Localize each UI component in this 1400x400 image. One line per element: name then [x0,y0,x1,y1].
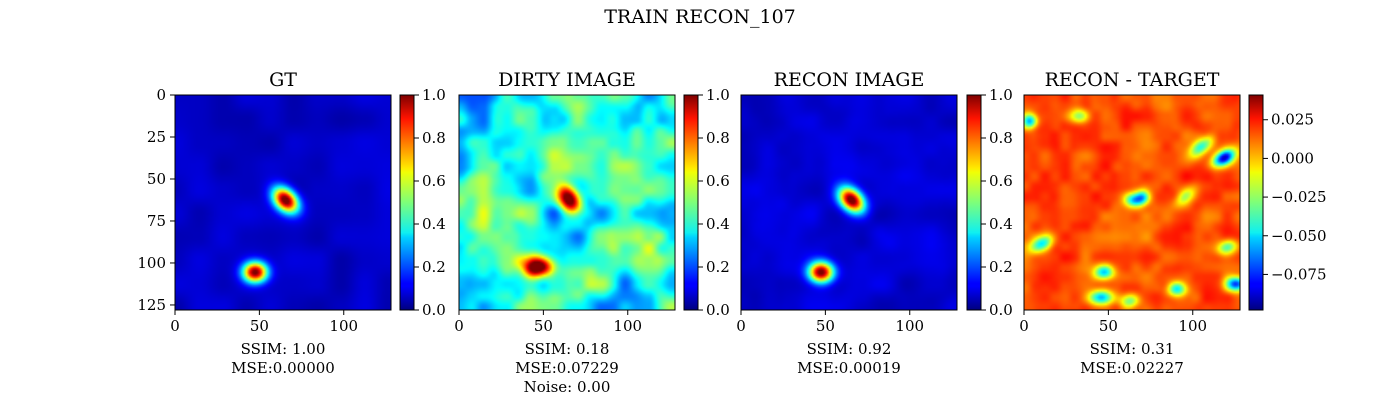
colorbar-tick-label: 0.8 [706,129,730,147]
y-tick-label: 25 [147,128,166,146]
stats-line: SSIM: 0.31 [1089,340,1175,358]
panel-stats: SSIM: 1.00 MSE:0.00000 [163,340,403,378]
x-tick-label: 0 [170,317,180,335]
colorbar-tick-label: −0.050 [1271,227,1327,245]
x-tick-label: 0 [736,317,746,335]
heatmap-image [459,95,675,310]
stats-line: MSE:0.02227 [1080,359,1184,377]
x-tick-label: 50 [250,317,269,335]
y-tick-label: 0 [156,86,166,104]
panel-title: DIRTY IMAGE [498,69,636,91]
colorbar-tick-label: 0.4 [706,215,730,233]
colorbar-tick-label: 0.025 [1271,111,1314,129]
stats-line: MSE:0.00019 [797,359,901,377]
stats-line: SSIM: 0.18 [524,340,610,358]
panel-title: RECON IMAGE [774,69,925,91]
y-tick-label: 125 [137,296,166,314]
y-tick-label: 50 [147,170,166,188]
colorbar-tick-label: 0.0 [989,301,1013,319]
x-tick-label: 0 [1019,317,1029,335]
panel-3: RECON IMAGE 0 50 100 0.0 0.2 0.4 0.6 0.8 1.0 [736,69,1013,335]
panel-2: DIRTY IMAGE 0 50 100 0.0 0.2 0.4 0.6 0.8 1.0 [454,69,730,335]
colorbar-tick-label: 1.0 [422,86,446,104]
panel-1: GT 0 50 100 0 25 50 75 100 125 0.0 0.2 0.4 0.6 0.8 1.0 [137,69,446,335]
stats-line: MSE:0.07229 [515,359,619,377]
colorbar-tick-label: 0.0 [706,301,730,319]
colorbar-tick-label: 0.8 [989,129,1013,147]
colorbar-tick-label: 0.8 [422,129,446,147]
x-tick-label: 100 [895,317,924,335]
colorbar [399,94,415,311]
colorbar-tick-label: 0.000 [1271,149,1314,167]
x-tick-label: 0 [454,317,464,335]
x-tick-label: 100 [613,317,642,335]
colorbar-tick-label: 0.2 [422,258,446,276]
stats-line: MSE:0.00000 [231,359,335,377]
colorbar-tick-label: −0.025 [1271,188,1327,206]
colorbar [1248,94,1264,311]
y-tick-label: 75 [147,212,166,230]
panel-title: GT [269,69,297,91]
panel-stats: SSIM: 0.18 MSE:0.07229 Noise: 0.00 [447,340,687,397]
y-tick-label: 100 [137,254,166,272]
colorbar-tick-label: −0.075 [1271,265,1327,283]
colorbar-tick-label: 0.4 [989,215,1013,233]
panel-title: RECON - TARGET [1045,69,1220,91]
axes-frame [174,94,392,311]
heatmap-image [175,95,391,310]
colorbar [683,94,699,311]
figure-suptitle: TRAIN RECON_107 [604,6,796,28]
colorbar-tick-label: 0.0 [422,301,446,319]
x-tick-label: 50 [534,317,553,335]
stats-line: SSIM: 1.00 [240,340,326,358]
stats-line: SSIM: 0.92 [806,340,892,358]
x-tick-label: 100 [1178,317,1207,335]
axes-frame [458,94,676,311]
colorbar-tick-label: 0.6 [989,172,1013,190]
panel-stats: SSIM: 0.31 MSE:0.02227 [1012,340,1252,378]
colorbar-tick-label: 1.0 [989,86,1013,104]
stats-line: Noise: 0.00 [523,378,611,396]
heatmap-image [1024,95,1240,310]
x-tick-label: 50 [1099,317,1118,335]
colorbar-tick-label: 0.2 [706,258,730,276]
colorbar-tick-label: 0.2 [989,258,1013,276]
x-tick-label: 100 [329,317,358,335]
colorbar-tick-label: 0.4 [422,215,446,233]
axes-frame [740,94,958,311]
x-tick-label: 50 [816,317,835,335]
heatmap-image [741,95,957,310]
colorbar [966,94,982,311]
axes-frame [1023,94,1241,311]
panel-4: RECON - TARGET 0 50 100 0.025 0.000 −0.025 −0.0… [1019,69,1326,335]
panel-stats: SSIM: 0.92 MSE:0.00019 [729,340,969,378]
colorbar-tick-label: 1.0 [706,86,730,104]
colorbar-tick-label: 0.6 [422,172,446,190]
colorbar-tick-label: 0.6 [706,172,730,190]
